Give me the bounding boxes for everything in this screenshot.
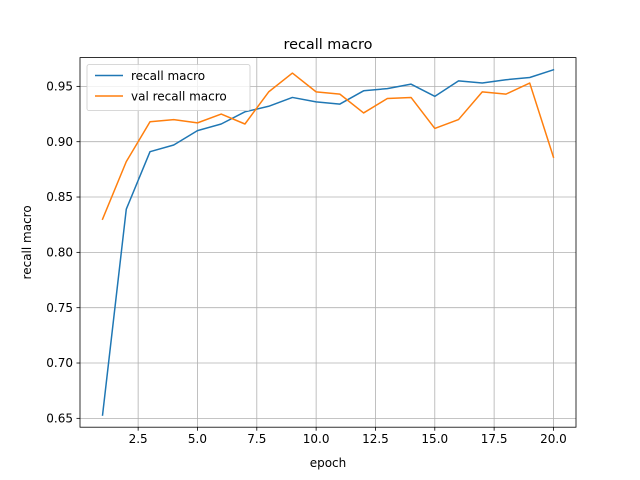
y-tick-label: 0.95 [46, 80, 73, 94]
plot-frame [79, 57, 577, 428]
x-tick-label: 20.0 [540, 432, 567, 446]
x-tick-label: 12.5 [362, 432, 389, 446]
series-lines [101, 68, 555, 416]
legend-box [86, 64, 251, 111]
y-tick-label: 0.70 [46, 356, 73, 370]
y-tick-label: 0.85 [46, 190, 73, 204]
y-tick-label: 0.80 [46, 246, 73, 260]
series-line-val-recall-macro [101, 72, 555, 221]
legend-label-recall-macro: recall macro [131, 69, 205, 83]
x-axis-ticks: 2.5 5.0 7.5 10.0 12.5 15.0 17.5 20.0 [129, 427, 567, 446]
y-tick-label: 0.65 [46, 412, 73, 426]
x-tick-label: 5.0 [188, 432, 207, 446]
x-tick-label: 15.0 [421, 432, 448, 446]
x-axis-label: epoch [310, 456, 347, 470]
y-axis-label: recall macro [20, 205, 34, 279]
grid [80, 57, 576, 428]
x-tick-label: 2.5 [129, 432, 148, 446]
y-axis-ticks: 0.65 0.70 0.75 0.80 0.85 0.90 0.95 [46, 80, 80, 426]
x-tick-label: 17.5 [481, 432, 508, 446]
y-tick-label: 0.75 [46, 301, 73, 315]
series-line-recall-macro [101, 68, 555, 416]
legend: recall macro val recall macro [86, 64, 251, 111]
legend-label-val-recall-macro: val recall macro [131, 89, 227, 103]
chart-title: recall macro [284, 37, 373, 53]
x-tick-label: 10.0 [303, 432, 330, 446]
y-tick-label: 0.90 [46, 135, 73, 149]
x-tick-label: 7.5 [247, 432, 266, 446]
